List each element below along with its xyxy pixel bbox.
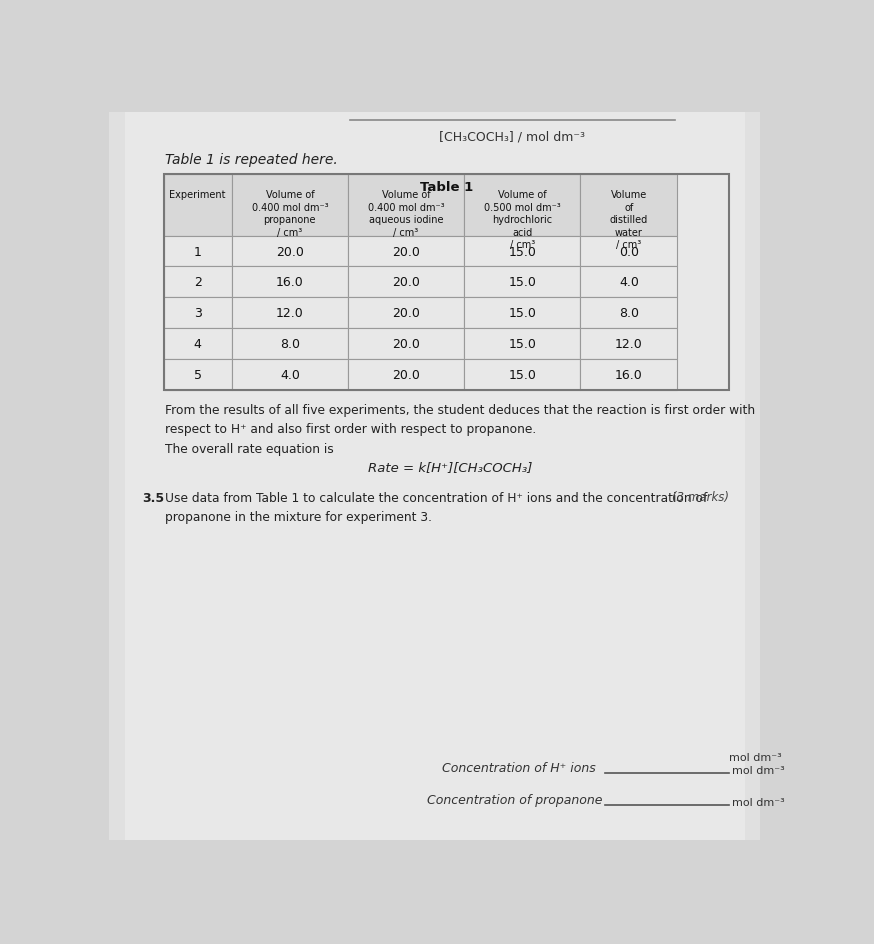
- Text: mol dm⁻³: mol dm⁻³: [732, 765, 784, 775]
- Bar: [163, 267, 232, 298]
- Bar: [163, 175, 232, 236]
- Text: Table 1: Table 1: [420, 181, 473, 194]
- Bar: [348, 175, 464, 236]
- Text: 20.0: 20.0: [392, 307, 420, 320]
- Text: Concentration of H⁺ ions: Concentration of H⁺ ions: [442, 761, 596, 774]
- Text: 4.0: 4.0: [280, 368, 300, 381]
- Text: 15.0: 15.0: [509, 276, 537, 289]
- Bar: [232, 267, 348, 298]
- Bar: [464, 175, 580, 236]
- Bar: [348, 236, 464, 267]
- Text: 8.0: 8.0: [619, 307, 639, 320]
- Text: 15.0: 15.0: [509, 338, 537, 350]
- Bar: [163, 329, 232, 360]
- Text: Volume of
0.500 mol dm⁻³
hydrochloric
acid
/ cm³: Volume of 0.500 mol dm⁻³ hydrochloric ac…: [484, 190, 561, 250]
- Bar: [580, 360, 677, 390]
- Text: mol dm⁻³: mol dm⁻³: [729, 752, 782, 763]
- Bar: [163, 236, 232, 267]
- Text: Experiment: Experiment: [170, 190, 225, 200]
- Bar: [580, 236, 677, 267]
- Text: 8.0: 8.0: [280, 338, 300, 350]
- Bar: [464, 298, 580, 329]
- Text: 20.0: 20.0: [392, 276, 420, 289]
- Bar: [232, 236, 348, 267]
- Text: 4: 4: [194, 338, 202, 350]
- Text: Volume of
0.400 mol dm⁻³
propanone
/ cm³: Volume of 0.400 mol dm⁻³ propanone / cm³: [252, 190, 328, 237]
- Text: 15.0: 15.0: [509, 307, 537, 320]
- Bar: [348, 298, 464, 329]
- Text: mol dm⁻³: mol dm⁻³: [732, 797, 784, 807]
- Text: 5: 5: [194, 368, 202, 381]
- Bar: [163, 360, 232, 390]
- Bar: [232, 360, 348, 390]
- Text: 16.0: 16.0: [276, 276, 303, 289]
- Bar: [348, 360, 464, 390]
- Text: 4.0: 4.0: [619, 276, 639, 289]
- Text: 3: 3: [194, 307, 202, 320]
- Bar: [464, 267, 580, 298]
- Text: 1: 1: [194, 245, 202, 259]
- Bar: [580, 298, 677, 329]
- Text: 20.0: 20.0: [392, 245, 420, 259]
- Text: 12.0: 12.0: [276, 307, 303, 320]
- Bar: [348, 267, 464, 298]
- Bar: [348, 329, 464, 360]
- Text: 15.0: 15.0: [509, 245, 537, 259]
- Text: [CH₃COCH₃] / mol dm⁻³: [CH₃COCH₃] / mol dm⁻³: [440, 130, 586, 143]
- Text: Volume
of
distilled
water
/ cm³: Volume of distilled water / cm³: [610, 190, 648, 250]
- Text: 0.0: 0.0: [619, 245, 639, 259]
- Text: 15.0: 15.0: [509, 368, 537, 381]
- Text: 16.0: 16.0: [615, 368, 642, 381]
- Text: Table 1 is repeated here.: Table 1 is repeated here.: [165, 153, 337, 167]
- Bar: [232, 329, 348, 360]
- Text: 3.5: 3.5: [142, 492, 164, 505]
- Bar: [163, 175, 729, 390]
- Text: 20.0: 20.0: [392, 338, 420, 350]
- Text: 12.0: 12.0: [615, 338, 642, 350]
- Bar: [580, 175, 677, 236]
- Text: Rate = k[H⁺][CH₃COCH₃]: Rate = k[H⁺][CH₃COCH₃]: [368, 461, 532, 474]
- Text: 2: 2: [194, 276, 202, 289]
- Bar: [163, 298, 232, 329]
- Bar: [232, 175, 348, 236]
- Text: From the results of all five experiments, the student deduces that the reaction : From the results of all five experiments…: [165, 404, 755, 435]
- Text: Volume of
0.400 mol dm⁻³
aqueous iodine
/ cm³: Volume of 0.400 mol dm⁻³ aqueous iodine …: [368, 190, 444, 237]
- Text: The overall rate equation is: The overall rate equation is: [165, 443, 334, 455]
- Text: 20.0: 20.0: [392, 368, 420, 381]
- Bar: [464, 360, 580, 390]
- Bar: [580, 267, 677, 298]
- Bar: [232, 298, 348, 329]
- Text: (3 marks): (3 marks): [672, 490, 729, 503]
- Text: Use data from Table 1 to calculate the concentration of H⁺ ions and the concentr: Use data from Table 1 to calculate the c…: [165, 492, 707, 523]
- Text: 20.0: 20.0: [276, 245, 304, 259]
- Text: Concentration of propanone: Concentration of propanone: [427, 793, 602, 806]
- Bar: [580, 329, 677, 360]
- Bar: [464, 236, 580, 267]
- Bar: [464, 329, 580, 360]
